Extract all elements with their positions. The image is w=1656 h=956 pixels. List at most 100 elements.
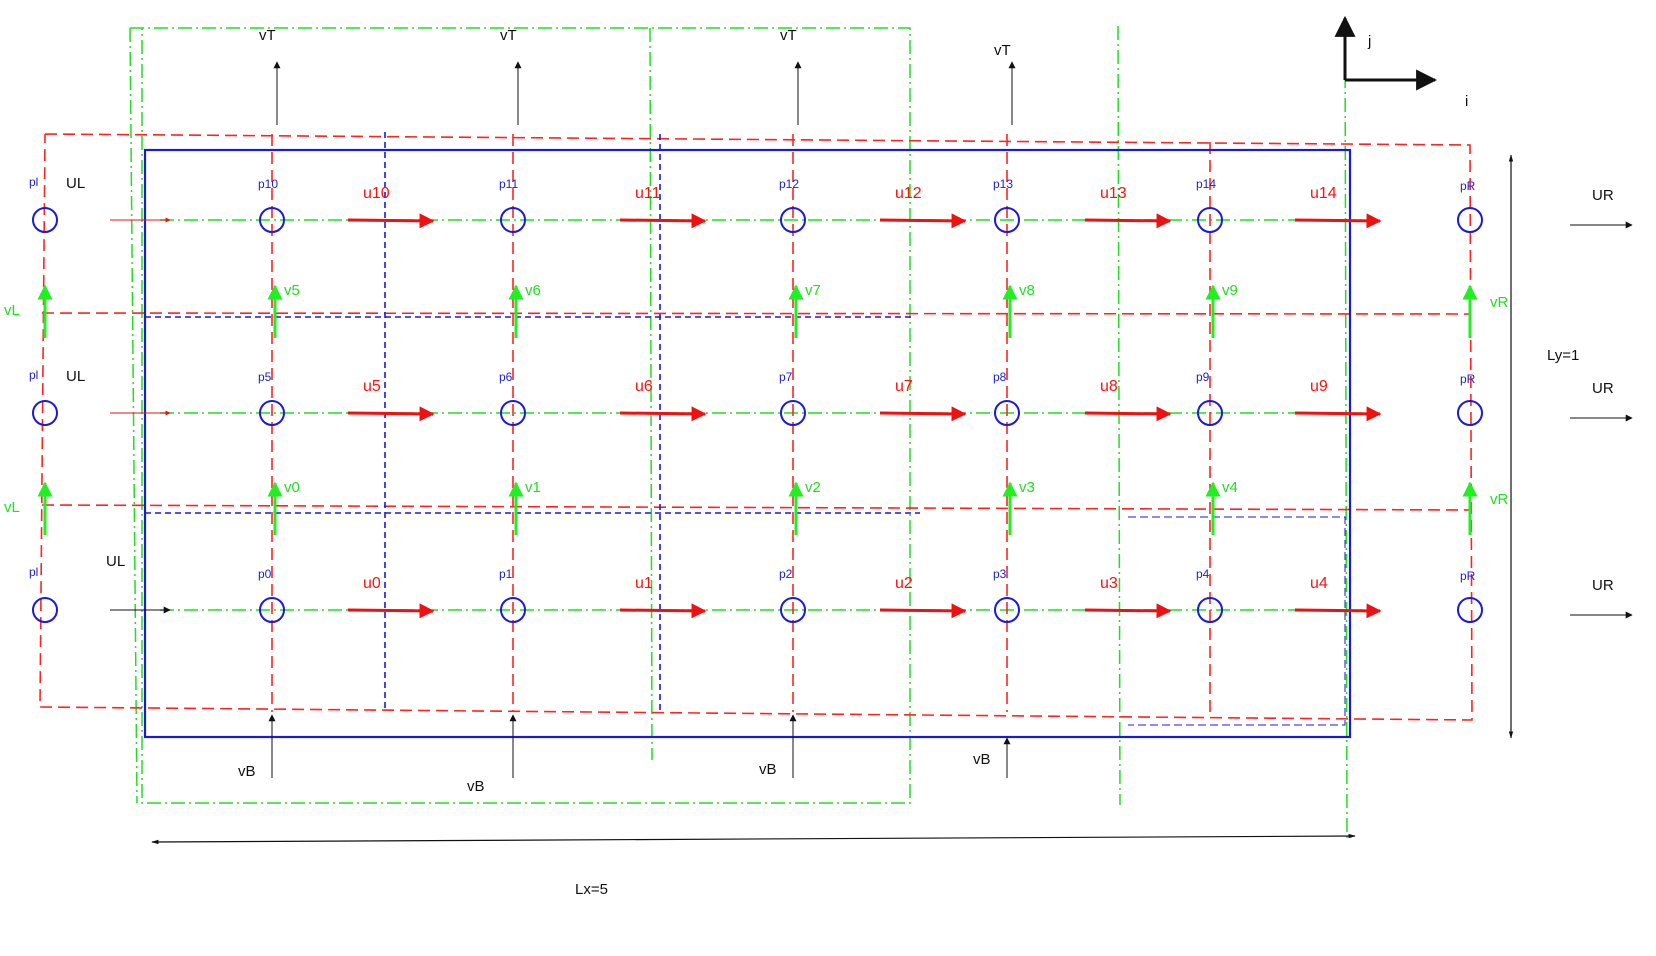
pressure-node (994, 597, 1020, 623)
u-velocity-arrow (1084, 406, 1172, 422)
pressure-node-label: p8 (993, 370, 1007, 384)
pressure-node-label: p4 (1196, 567, 1210, 581)
u-velocity-arrow (879, 603, 967, 619)
u-velocity-label: u7 (895, 378, 913, 395)
left-pressure-node (32, 400, 58, 426)
vt-label: vT (259, 27, 276, 44)
domain-boundary (143, 148, 1352, 739)
pressure-node (259, 597, 285, 623)
u-velocity-label: u1 (635, 575, 653, 592)
ur-label: UR (1592, 577, 1614, 594)
u-velocity-label: u12 (895, 185, 922, 202)
u-velocity-arrow (619, 603, 707, 619)
ur-label: UR (1592, 380, 1614, 397)
u-velocity-arrow (879, 213, 967, 229)
v-velocity-label: v6 (525, 282, 541, 299)
right-pressure-node (1457, 597, 1483, 623)
pressure-node-label: p2 (779, 567, 793, 581)
vb-label: vB (467, 778, 485, 795)
j-axis-label: j (1367, 33, 1371, 50)
pressure-node (500, 597, 526, 623)
right-pressure-node (1457, 400, 1483, 426)
red-dashed-grid (39, 133, 1473, 721)
u-velocity-label: u13 (1100, 185, 1127, 202)
pressure-node-label: p14 (1196, 177, 1216, 191)
vb-label: vB (973, 751, 991, 768)
vt-label: vT (994, 42, 1011, 59)
right-pressure-label: pR (1460, 569, 1476, 583)
pressure-node-label: p10 (258, 177, 278, 191)
pressure-nodes: p0 p1 p2 p3 p4 p5 p6 p7 p8 p9 p10 p11 p12 p13 p14 pl pl p… (29, 175, 1483, 623)
pressure-node (1197, 207, 1223, 233)
v-velocity-label: v5 (284, 282, 300, 299)
u-velocity-label: u14 (1310, 185, 1337, 202)
vb-label: vB (238, 763, 256, 780)
v-velocity-label: v7 (805, 282, 821, 299)
u-velocity-arrow (619, 213, 707, 229)
ur-label: UR (1592, 187, 1614, 204)
vt-label: vT (780, 27, 797, 44)
u-velocity-label: u6 (635, 378, 653, 395)
v-velocity-label: v9 (1222, 282, 1238, 299)
ul-label: UL (66, 368, 85, 385)
pressure-node (259, 207, 285, 233)
pressure-node-label: p12 (779, 177, 799, 191)
left-pressure-label: pl (29, 565, 38, 579)
pressure-node (780, 400, 806, 426)
vl-label: vL (4, 302, 20, 319)
right-pressure-label: pR (1460, 179, 1476, 193)
pressure-node (780, 597, 806, 623)
v-velocity-label: v0 (284, 479, 300, 496)
pressure-node (1197, 597, 1223, 623)
u-velocity-arrow (879, 406, 967, 422)
vl-label: vL (4, 499, 20, 516)
u-velocity-label: u10 (363, 185, 390, 202)
u-velocity-arrow (1084, 603, 1172, 619)
u-velocity-arrow (1294, 213, 1382, 229)
pressure-node-label: p3 (993, 567, 1007, 581)
u-velocity-label: u2 (895, 575, 913, 592)
ul-label: UL (106, 553, 125, 570)
i-axis-label: i (1465, 93, 1468, 110)
boundary-conditions: UL UL UL UR UR UR vL vL vR vR vT vT vT vT vB vB vB vB (4, 27, 1633, 795)
pressure-node (500, 207, 526, 233)
u-velocity-arrow (347, 213, 435, 229)
blue-dashed-lines (145, 132, 1346, 726)
ul-label: UL (66, 175, 85, 192)
pressure-node-label: p9 (1196, 370, 1210, 384)
u-velocity-arrow (619, 406, 707, 422)
vr-label: vR (1490, 491, 1509, 508)
u-velocity-label: u0 (363, 575, 381, 592)
right-pressure-node (1457, 207, 1483, 233)
pressure-node (500, 400, 526, 426)
v-velocity-label: v8 (1019, 282, 1035, 299)
pressure-node (259, 400, 285, 426)
pressure-node-label: p0 (258, 567, 272, 581)
left-pressure-node (32, 207, 58, 233)
lx-dimension-line (151, 833, 1356, 845)
u-velocity-label: u4 (1310, 575, 1328, 592)
right-pressure-label: pR (1460, 372, 1476, 386)
u-velocity-label: u8 (1100, 378, 1118, 395)
pressure-node-label: p11 (499, 177, 518, 191)
u-velocity-arrow (1294, 406, 1382, 422)
vb-label: vB (759, 761, 777, 778)
v-velocity-arrows: v0 v1 v2 v3 v4 v5 v6 v7 v8 v9 (267, 282, 1238, 535)
v-velocity-label: v2 (805, 479, 821, 496)
dimensions: Lx=5 Ly=1 (151, 154, 1579, 898)
pressure-node-label: p5 (258, 370, 272, 384)
u-velocity-label: u9 (1310, 378, 1328, 395)
left-pressure-label: pl (29, 175, 38, 189)
green-dashdot-grid (129, 25, 1362, 839)
left-pressure-label: pl (29, 368, 38, 382)
pressure-node-label: p6 (499, 370, 513, 384)
pressure-node (780, 207, 806, 233)
v-velocity-label: v4 (1222, 479, 1238, 496)
left-pressure-node (32, 597, 58, 623)
pressure-node (1197, 400, 1223, 426)
v-velocity-label: v3 (1019, 479, 1035, 496)
u-velocity-arrow (347, 603, 435, 619)
vt-label: vT (500, 27, 517, 44)
lx-label: Lx=5 (575, 881, 608, 898)
